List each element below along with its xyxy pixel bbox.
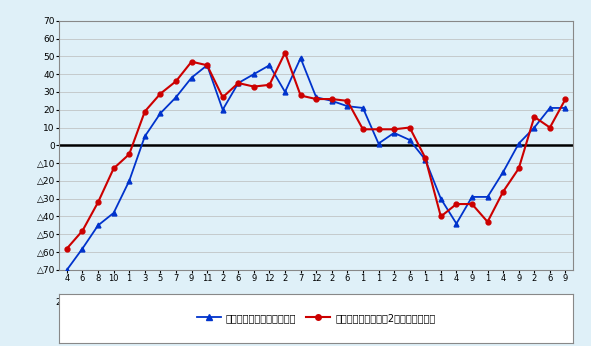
Legend: 自社の景況（最近の状況）, 自社の景況見通し（2ヵ月後の状況）: 自社の景況（最近の状況）, 自社の景況見通し（2ヵ月後の状況）	[193, 309, 440, 327]
Text: 14: 14	[357, 298, 369, 307]
Text: 2009: 2009	[56, 298, 79, 307]
Text: 11: 11	[217, 298, 229, 307]
Text: 16: 16	[420, 298, 431, 307]
Text: (年): (年)	[559, 298, 571, 307]
Text: 13: 13	[310, 298, 322, 307]
Text: 10: 10	[124, 298, 135, 307]
Text: 15: 15	[388, 298, 400, 307]
Text: 12: 12	[280, 298, 291, 307]
Text: 17: 17	[482, 298, 493, 307]
